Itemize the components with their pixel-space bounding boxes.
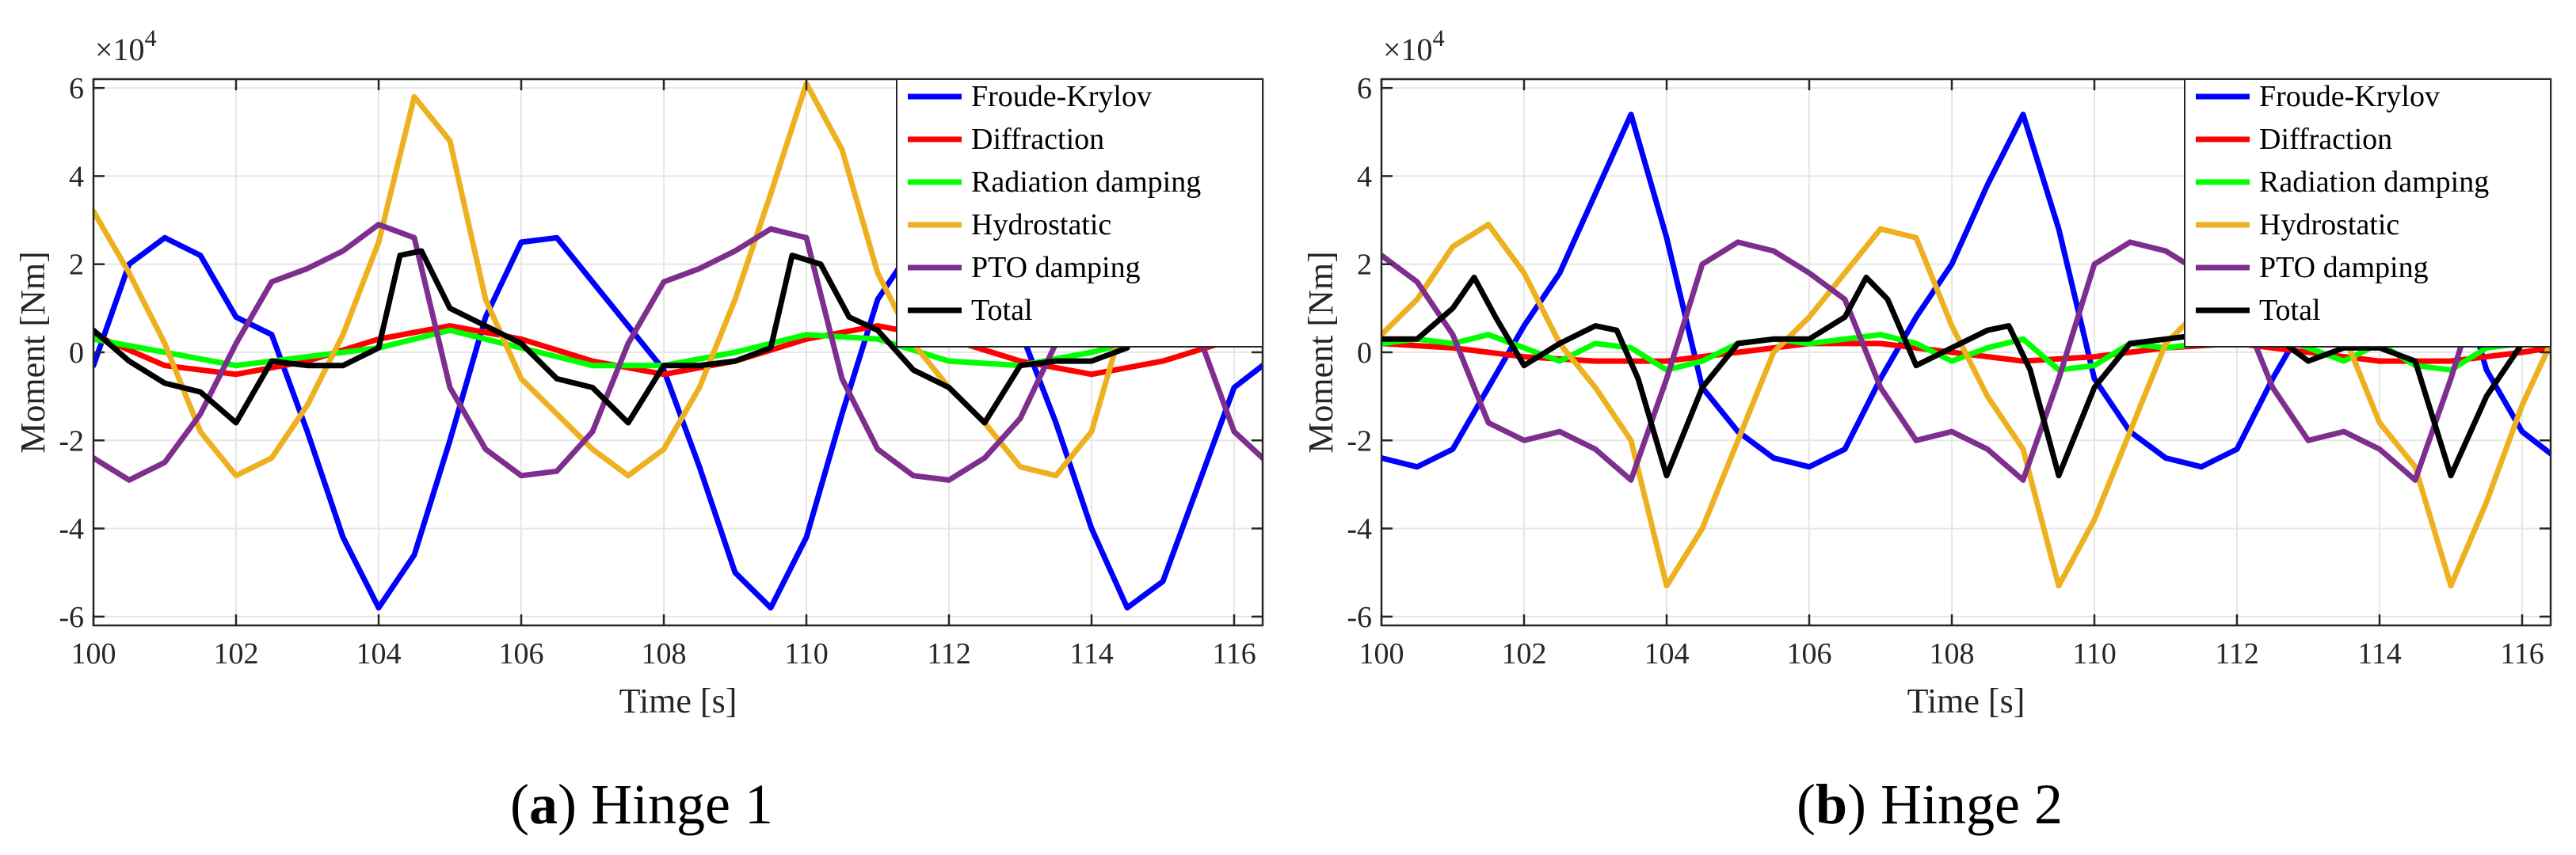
y-tick-label: -4 bbox=[1347, 513, 1372, 546]
y-tick-label: -2 bbox=[1347, 424, 1372, 458]
x-tick-label: 110 bbox=[784, 637, 829, 671]
panel-caption-letter-bold: b bbox=[1816, 773, 1847, 836]
legend-label: Diffraction bbox=[971, 123, 1104, 156]
panel-caption: (b) Hinge 2 bbox=[1797, 773, 2063, 836]
y-tick-label: 4 bbox=[69, 160, 84, 193]
x-tick-label: 106 bbox=[1787, 637, 1832, 671]
legend-label: Froude-Krylov bbox=[971, 80, 1152, 113]
series-line-3 bbox=[1381, 332, 2551, 373]
x-tick-label: 102 bbox=[214, 637, 259, 671]
legend-label: PTO damping bbox=[2259, 251, 2429, 284]
series-line-4 bbox=[1381, 222, 2551, 589]
x-tick-label: 100 bbox=[71, 637, 116, 671]
legend-label: Hydrostatic bbox=[971, 208, 1111, 241]
legend-box bbox=[896, 78, 1263, 348]
x-tick-label: 112 bbox=[2215, 637, 2259, 671]
x-tick-label: 110 bbox=[2072, 637, 2117, 671]
series-line-4 bbox=[93, 81, 1263, 479]
panel-caption-letter-bold: a bbox=[529, 773, 558, 836]
legend-label: Diffraction bbox=[2259, 123, 2392, 156]
y-tick-label: 0 bbox=[1357, 336, 1372, 370]
legend-label: Radiation damping bbox=[971, 165, 1201, 199]
x-tick-label: 116 bbox=[2500, 637, 2544, 671]
y-tick-label: -2 bbox=[59, 424, 84, 458]
x-axis-label: Time [s] bbox=[619, 682, 737, 720]
x-tick-label: 100 bbox=[1359, 637, 1404, 671]
y-multiplier: ×104 bbox=[95, 25, 157, 67]
series-line-6 bbox=[1381, 274, 2551, 479]
legend-label: Radiation damping bbox=[2259, 165, 2489, 199]
legend-label: Total bbox=[2259, 294, 2321, 327]
x-tick-label: 116 bbox=[1212, 637, 1256, 671]
x-tick-label: 114 bbox=[2357, 637, 2402, 671]
series-group bbox=[1381, 112, 2551, 589]
legend-box bbox=[2184, 78, 2551, 348]
x-tick-label: 108 bbox=[642, 637, 687, 671]
y-multiplier-exponent: 4 bbox=[1433, 25, 1445, 51]
x-axis-label: Time [s] bbox=[1907, 682, 2025, 720]
chart-panel-2: 100 102 104 106 108 110 112 114 116 -6 -4 -2 0 2 4 6 ×10… bbox=[1301, 25, 2552, 836]
y-multiplier-exponent: 4 bbox=[145, 25, 157, 51]
series-line-5 bbox=[1381, 239, 2551, 483]
y-tick-label: 2 bbox=[1357, 249, 1372, 282]
y-axis-label: Moment [Nm] bbox=[1301, 251, 1340, 453]
legend-label: Hydrostatic bbox=[2259, 208, 2399, 241]
y-tick-label: -4 bbox=[59, 513, 84, 546]
panel-caption-letter: ( bbox=[1797, 773, 1816, 836]
chart-panel-1: 100 102 104 106 108 110 112 114 116 -6 -4 -2 0 2 4 6 ×10… bbox=[13, 25, 1264, 836]
series-line-3 bbox=[93, 327, 1263, 369]
panel-caption-text: ) Hinge 2 bbox=[1847, 773, 2063, 836]
y-tick-label: 0 bbox=[69, 336, 84, 370]
x-tick-label: 104 bbox=[1644, 637, 1690, 671]
x-tick-label: 114 bbox=[1069, 637, 1114, 671]
y-tick-label: 4 bbox=[1357, 160, 1372, 193]
y-tick-label: 6 bbox=[1357, 72, 1372, 105]
y-axis-label: Moment [Nm] bbox=[13, 251, 52, 453]
series-line-6 bbox=[93, 248, 1263, 426]
x-tick-label: 104 bbox=[356, 637, 402, 671]
x-tick-label: 106 bbox=[499, 637, 544, 671]
series-group bbox=[93, 81, 1263, 611]
y-multiplier: ×104 bbox=[1383, 25, 1445, 67]
x-tick-label: 112 bbox=[927, 637, 971, 671]
y-tick-label: 2 bbox=[69, 249, 84, 282]
legend-label: Froude-Krylov bbox=[2259, 80, 2440, 113]
series-line-2 bbox=[1381, 340, 2551, 364]
x-tick-label: 108 bbox=[1930, 637, 1975, 671]
panel-caption-letter: ( bbox=[510, 773, 529, 836]
panel-caption: (a) Hinge 1 bbox=[510, 773, 773, 836]
legend-label: Total bbox=[971, 294, 1033, 327]
x-tick-label: 102 bbox=[1502, 637, 1547, 671]
y-tick-label: -6 bbox=[59, 601, 84, 634]
y-tick-label: 6 bbox=[69, 72, 84, 105]
panel-caption-text: ) Hinge 1 bbox=[558, 773, 773, 836]
legend-label: PTO damping bbox=[971, 251, 1141, 284]
y-tick-label: -6 bbox=[1347, 601, 1372, 634]
